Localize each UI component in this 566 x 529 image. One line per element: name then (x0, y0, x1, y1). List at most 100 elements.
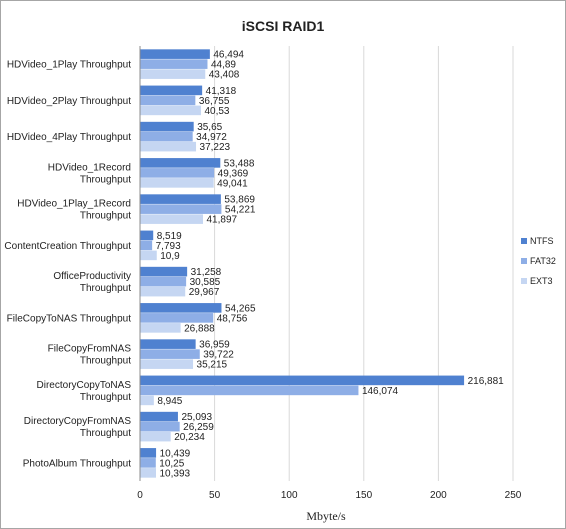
data-label: 48,756 (217, 313, 248, 324)
legend-label-ntfs: NTFS (530, 236, 554, 246)
category-label-line: HDVideo_4Play Throughput (7, 132, 131, 143)
bars: 46,49444,8943,40841,31836,75540,5335,653… (140, 49, 504, 479)
bar-ntfs (140, 266, 188, 277)
data-label: 146,074 (362, 386, 399, 397)
bar-ext3 (140, 286, 186, 297)
data-label: 37,223 (200, 142, 231, 153)
category-label-line: Throughput (80, 428, 131, 439)
data-label: 41,897 (207, 215, 238, 226)
data-label: 53,488 (224, 158, 255, 169)
bar-ext3 (140, 105, 201, 116)
legend-swatch-fat32 (521, 258, 527, 264)
category-label: OfficeProductivity Throughput (53, 271, 131, 294)
category-label-line: FileCopyToNAS Throughput (7, 313, 132, 324)
category-label-line: Throughput (80, 174, 131, 185)
legend-swatch-ext3 (521, 278, 527, 284)
x-tick-label: 150 (355, 490, 372, 501)
bar-ntfs (140, 158, 221, 168)
category-label-line: DirectoryCopyToNAS (37, 380, 132, 391)
category-label-line: Throughput (80, 283, 131, 294)
data-label: 36,755 (199, 96, 230, 107)
category-label: HDVideo_2Play Throughput (7, 96, 131, 107)
category-label: FileCopyToNAS Throughput (7, 313, 132, 324)
category-label: HDVideo_1Play Throughput (7, 60, 131, 71)
bar-fat32 (140, 168, 215, 178)
bar-ext3 (140, 214, 204, 224)
data-label: 46,494 (213, 50, 244, 61)
x-tick-label: 250 (505, 490, 522, 501)
x-tick-labels: 0 50 100 150 200 250 (137, 490, 522, 501)
bar-fat32 (140, 276, 187, 287)
category-label-line: FileCopyFromNAS (48, 344, 132, 355)
category-label: HDVideo_1Play_1Record Throughput (17, 199, 131, 222)
data-label: 35,215 (197, 360, 228, 371)
data-label: 10,25 (159, 458, 184, 469)
bar-ntfs (140, 194, 221, 204)
bar-ext3 (140, 69, 206, 79)
bar-ext3 (140, 141, 197, 152)
bar-fat32 (140, 349, 200, 359)
x-tick-label: 100 (281, 490, 298, 501)
data-label: 49,041 (217, 178, 248, 189)
bar-ntfs (140, 85, 203, 96)
category-label-line: DirectoryCopyFromNAS (24, 416, 132, 427)
data-label: 36,959 (199, 340, 230, 351)
category-label: DirectoryCopyToNAS Throughput (37, 380, 132, 403)
bar-ntfs (140, 230, 154, 241)
bar-ntfs (140, 375, 465, 386)
bar-ext3 (140, 359, 194, 369)
data-label: 30,585 (190, 277, 221, 288)
bar-ntfs (140, 121, 194, 132)
bar-ntfs (140, 339, 196, 349)
category-label-line: HDVideo_1Play_1Record (17, 199, 131, 210)
bar-ext3 (140, 250, 157, 261)
category-label-line: HDVideo_2Play Throughput (7, 96, 131, 107)
bar-fat32 (140, 95, 196, 106)
data-label: 44,89 (211, 60, 236, 71)
category-label: HDVideo_1Record Throughput (48, 162, 131, 185)
data-label: 31,258 (191, 267, 222, 278)
x-tick-label: 0 (137, 490, 143, 501)
category-label-line: OfficeProductivity (53, 271, 131, 282)
data-label: 20,234 (174, 432, 205, 443)
data-label: 53,869 (224, 195, 255, 206)
category-label-line: ContentCreation Throughput (4, 241, 131, 252)
data-label: 10,9 (160, 251, 180, 262)
bar-ext3 (140, 395, 154, 406)
category-label-line: HDVideo_1Play Throughput (7, 60, 131, 71)
bar-ext3 (140, 468, 157, 478)
category-label: PhotoAlbum Throughput (23, 458, 131, 469)
data-label: 7,793 (156, 241, 181, 252)
bar-fat32 (140, 240, 153, 251)
bar-fat32 (140, 204, 222, 214)
x-tick-label: 50 (209, 490, 221, 501)
gridlines (139, 46, 514, 481)
data-label: 49,369 (218, 168, 249, 179)
legend-label-ext3: EXT3 (530, 276, 553, 286)
bar-ntfs (140, 49, 210, 59)
data-label: 39,722 (203, 350, 234, 361)
data-label: 26,259 (183, 422, 214, 433)
category-label: DirectoryCopyFromNAS Throughput (24, 416, 132, 439)
bar-ext3 (140, 323, 181, 333)
category-label: HDVideo_4Play Throughput (7, 132, 131, 143)
data-label: 35,65 (197, 122, 222, 133)
data-label: 29,967 (189, 287, 220, 298)
data-label: 54,221 (225, 205, 256, 216)
category-label-line: Throughput (80, 392, 131, 403)
bar-fat32 (140, 421, 180, 432)
data-label: 40,53 (204, 106, 229, 117)
category-label: ContentCreation Throughput (4, 241, 131, 252)
bar-fat32 (140, 59, 208, 69)
x-axis-label: Mbyte/s (306, 509, 346, 523)
category-labels: HDVideo_1Play Throughput HDVideo_2Play Th… (4, 60, 131, 470)
legend-swatch-ntfs (521, 238, 527, 244)
bar-ext3 (140, 178, 214, 188)
category-label-line: HDVideo_1Record (48, 162, 131, 173)
x-tick-label: 200 (430, 490, 447, 501)
category-label-line: Throughput (80, 356, 131, 367)
bar-ntfs (140, 411, 178, 422)
chart-title: iSCSI RAID1 (242, 18, 325, 34)
